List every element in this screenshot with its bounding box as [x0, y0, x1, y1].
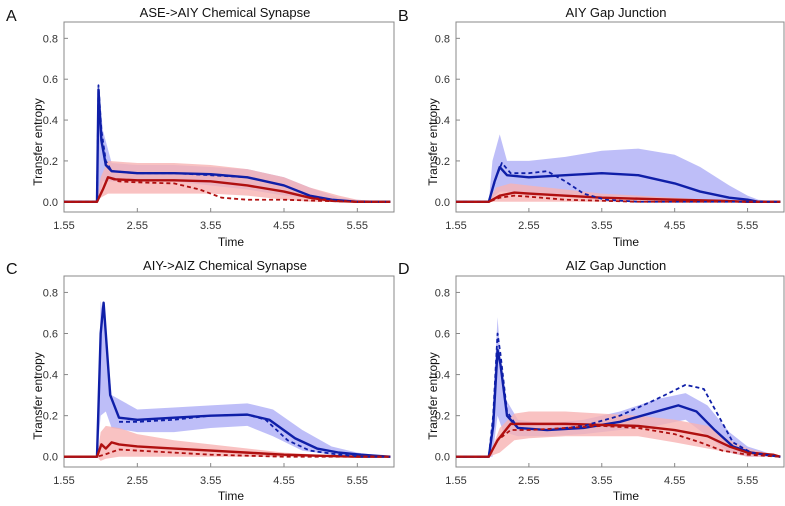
y-tick-label: 0.8: [435, 287, 450, 299]
panel-letter: A: [6, 8, 17, 25]
y-tick-label: 0.2: [43, 156, 58, 168]
chart-title: AIY->AIZ Chemical Synapse: [143, 258, 307, 273]
x-axis-label: Time: [218, 489, 245, 503]
y-axis-label: Transfer entropy: [31, 98, 45, 186]
y-tick-label: 0.8: [43, 33, 58, 45]
x-tick-label: 2.55: [127, 475, 148, 487]
x-tick-label: 1.55: [445, 475, 466, 487]
y-tick-label: 0.0: [435, 197, 450, 209]
y-tick-label: 0.2: [435, 411, 450, 423]
y-tick-label: 0.6: [435, 329, 450, 341]
x-tick-label: 2.55: [127, 220, 148, 232]
red-confidence-band: [456, 183, 781, 202]
x-tick-label: 5.55: [737, 220, 758, 232]
y-tick-label: 0.0: [43, 452, 58, 464]
y-axis-label: Transfer entropy: [31, 352, 45, 440]
y-tick-label: 0.0: [435, 452, 450, 464]
x-tick-label: 1.55: [445, 220, 466, 232]
red-solid-line: [64, 441, 391, 458]
plot-area: 0.0 0.2 0.4 0.6 0.8 1.55 2.55 3.55 4.55 5.55: [43, 21, 395, 232]
x-tick-label: 4.55: [273, 475, 294, 487]
blue-dashed-line: [456, 332, 781, 458]
blue-solid-line: [64, 301, 391, 458]
y-tick-label: 0.0: [43, 197, 58, 209]
y-tick-label: 0.4: [43, 115, 58, 127]
red-dashed-line: [64, 176, 391, 203]
chart-title: AIZ Gap Junction: [566, 258, 666, 273]
panel-letter: D: [398, 261, 410, 278]
red-solid-line: [456, 422, 781, 458]
plot-area: 0.0 0.2 0.4 0.6 0.8 1.55 2.55 3.55 4.55 5.55: [435, 21, 785, 232]
panel-B: B AIY Gap Junction 0.0 0.2 0.4 0.6 0.8 1.55 2.…: [398, 5, 785, 249]
plot-area: 0.0 0.2 0.4 0.6 0.8 1.55 2.55 3.55 4.55 5.55: [435, 275, 785, 487]
panel-A: A ASE->AIY Chemical Synapse 0.0 0.2 0.4 0.6…: [6, 5, 395, 249]
blue-dashed-line: [456, 162, 781, 203]
x-tick-label: 3.55: [200, 475, 221, 487]
x-axis-label: Time: [218, 235, 245, 249]
panel-letter: C: [6, 261, 18, 278]
x-axis-label: Time: [613, 235, 640, 249]
y-tick-label: 0.4: [43, 370, 58, 382]
y-tick-label: 0.6: [43, 74, 58, 86]
x-tick-label: 1.55: [53, 220, 74, 232]
x-tick-label: 5.55: [737, 475, 758, 487]
blue-confidence-band: [456, 317, 781, 457]
y-tick-label: 0.8: [43, 287, 58, 299]
y-tick-label: 0.2: [435, 156, 450, 168]
blue-confidence-band: [456, 134, 781, 202]
x-tick-label: 4.55: [273, 220, 294, 232]
y-tick-label: 0.4: [435, 115, 450, 127]
panel-D: D AIZ Gap Junction 0.0 0.2 0.4 0.6 0.8 1.55 2.…: [398, 258, 785, 503]
x-tick-label: 2.55: [518, 475, 539, 487]
blue-dashed-line: [64, 84, 391, 203]
red-confidence-band: [64, 425, 391, 461]
y-axis-label: Transfer entropy: [426, 352, 440, 440]
plot-area: 0.0 0.2 0.4 0.6 0.8 1.55 2.55 3.55 4.55 5.55: [43, 275, 395, 487]
red-dashed-line: [64, 448, 391, 458]
panel-letter: B: [398, 8, 409, 25]
x-tick-label: 3.55: [591, 220, 612, 232]
x-axis-label: Time: [613, 489, 640, 503]
y-tick-label: 0.8: [435, 33, 450, 45]
x-tick-label: 2.55: [518, 220, 539, 232]
blue-confidence-band: [64, 300, 391, 457]
y-tick-label: 0.6: [43, 329, 58, 341]
x-tick-label: 1.55: [53, 475, 74, 487]
red-dashed-line: [456, 194, 781, 203]
x-tick-label: 5.55: [347, 220, 368, 232]
x-tick-label: 3.55: [200, 220, 221, 232]
plot-frame: [63, 275, 395, 468]
chart-title: ASE->AIY Chemical Synapse: [140, 5, 311, 20]
red-confidence-band: [64, 160, 391, 202]
plot-frame: [455, 21, 785, 213]
plot-frame: [63, 21, 395, 213]
x-tick-label: 5.55: [347, 475, 368, 487]
x-tick-label: 3.55: [591, 475, 612, 487]
chart-title: AIY Gap Junction: [566, 5, 667, 20]
red-dashed-line: [456, 425, 781, 458]
y-tick-label: 0.4: [435, 370, 450, 382]
blue-dashed-line: [119, 413, 391, 458]
x-tick-label: 4.55: [664, 220, 685, 232]
y-tick-label: 0.2: [43, 411, 58, 423]
y-axis-label: Transfer entropy: [426, 98, 440, 186]
plot-frame: [455, 275, 785, 468]
panel-C: C AIY->AIZ Chemical Synapse 0.0 0.2 0.4 0.6…: [6, 258, 395, 503]
y-tick-label: 0.6: [435, 74, 450, 86]
x-tick-label: 4.55: [664, 475, 685, 487]
